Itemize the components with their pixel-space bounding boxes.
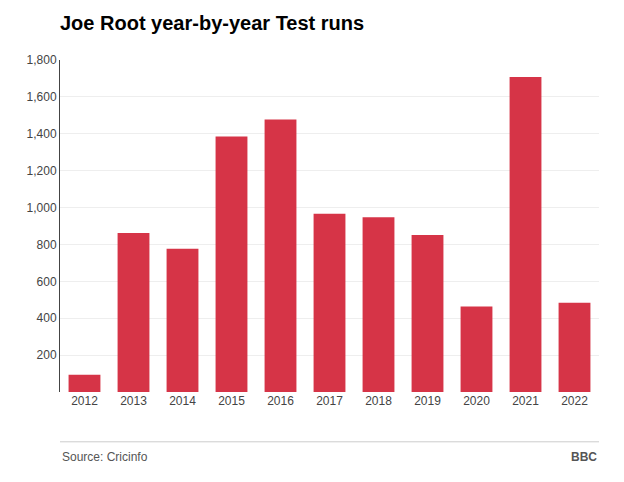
svg-text:400: 400 [37, 311, 57, 325]
svg-text:1,600: 1,600 [27, 90, 57, 104]
svg-text:1,800: 1,800 [27, 53, 57, 67]
svg-text:Source: Cricinfo: Source: Cricinfo [62, 450, 148, 464]
svg-text:1,200: 1,200 [27, 164, 57, 178]
svg-text:2015: 2015 [218, 394, 245, 408]
svg-text:2020: 2020 [463, 394, 490, 408]
svg-text:2017: 2017 [316, 394, 343, 408]
svg-text:2013: 2013 [120, 394, 147, 408]
svg-text:2021: 2021 [512, 394, 539, 408]
svg-text:2018: 2018 [365, 394, 392, 408]
svg-text:200: 200 [37, 348, 57, 362]
svg-text:2019: 2019 [414, 394, 441, 408]
svg-text:Joe Root year-by-year Test run: Joe Root year-by-year Test runs [60, 12, 364, 34]
svg-text:600: 600 [37, 275, 57, 289]
svg-text:BBC: BBC [571, 450, 597, 464]
svg-text:800: 800 [37, 238, 57, 252]
svg-text:2012: 2012 [71, 394, 98, 408]
svg-text:1,400: 1,400 [27, 127, 57, 141]
svg-text:2022: 2022 [561, 394, 588, 408]
svg-text:1,000: 1,000 [27, 201, 57, 215]
svg-text:2016: 2016 [267, 394, 294, 408]
svg-text:2014: 2014 [169, 394, 196, 408]
